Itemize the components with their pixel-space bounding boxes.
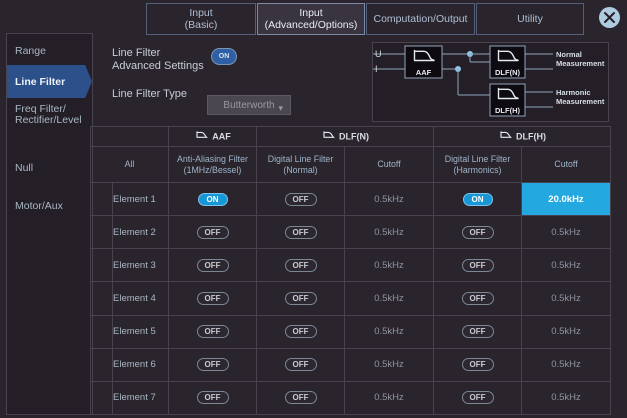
svg-text:AAF: AAF — [416, 68, 432, 77]
svg-text:Normal: Normal — [556, 50, 582, 59]
svg-text:I: I — [375, 64, 378, 74]
svg-text:Measurement: Measurement — [556, 97, 605, 106]
svg-text:Harmonic: Harmonic — [556, 88, 591, 97]
svg-text:DLF(H): DLF(H) — [495, 106, 520, 115]
svg-text:DLF(N): DLF(N) — [495, 68, 520, 77]
svg-text:U: U — [375, 49, 382, 59]
svg-text:Measurement: Measurement — [556, 59, 605, 68]
